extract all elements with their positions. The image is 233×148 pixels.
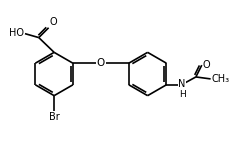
Text: O: O: [97, 58, 105, 68]
Text: Br: Br: [49, 112, 59, 122]
Text: N: N: [178, 79, 186, 89]
Text: CH₃: CH₃: [212, 74, 230, 84]
Text: O: O: [50, 17, 57, 27]
Text: HO: HO: [9, 28, 24, 38]
Text: H: H: [179, 90, 185, 99]
Text: O: O: [203, 60, 210, 70]
